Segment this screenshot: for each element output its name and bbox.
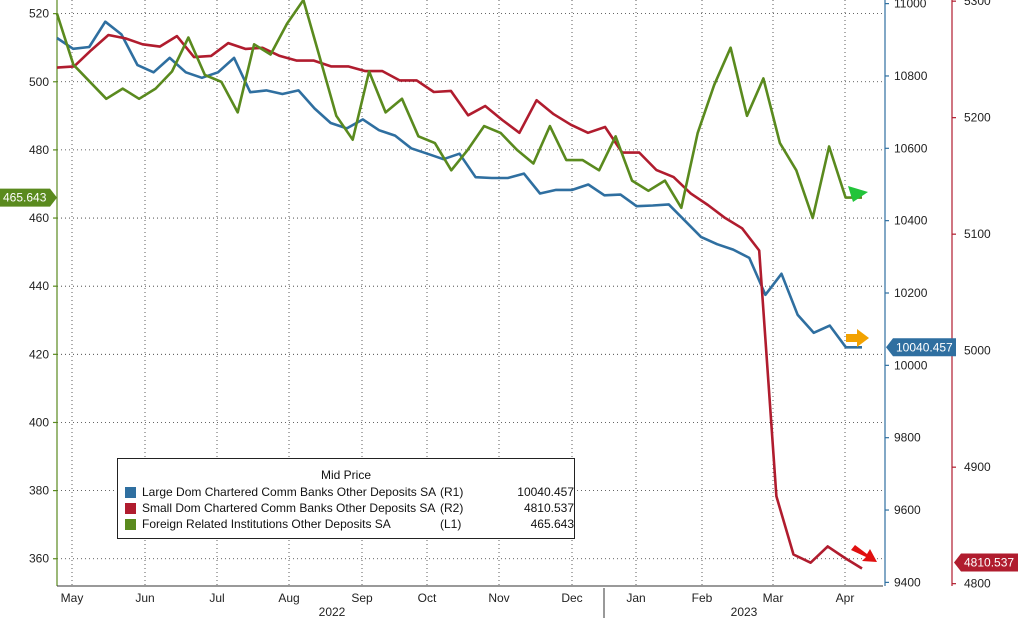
r1-tick-label: 10000 (894, 358, 928, 372)
legend-swatch-large-banks (125, 486, 136, 498)
x-tick-label: Jan (626, 591, 645, 605)
legend-title: Mid Price (320, 468, 371, 482)
legend-swatch-small-banks (125, 502, 136, 514)
x-tick-label: Jun (135, 591, 154, 605)
trend-arrow-small-banks (851, 545, 877, 562)
x-tick-label: Sep (351, 591, 373, 605)
x-tick-label: Feb (692, 591, 713, 605)
last-value-tag-l1: 465.643 (3, 191, 47, 205)
r2-tick-label: 4900 (964, 460, 991, 474)
r1-tick-label: 10800 (894, 69, 928, 83)
r1-tick-label: 10600 (894, 141, 928, 155)
l1-tick-label: 440 (29, 279, 49, 293)
series-line-r2 (56, 33, 863, 570)
r1-tick-label: 9400 (894, 575, 921, 589)
l1-tick-label: 500 (29, 75, 49, 89)
r1-tick-label: 9800 (894, 431, 921, 445)
legend-name-foreign-institutions: Foreign Related Institutions Other Depos… (142, 517, 391, 531)
series-line-l1 (55, 0, 862, 220)
x-tick-label: May (61, 591, 84, 605)
x-tick-label: Nov (488, 591, 509, 605)
series-line-r1 (56, 20, 862, 349)
legend-entry-large-banks: Large Dom Chartered Comm Banks Other Dep… (118, 484, 574, 500)
legend-axis-small-banks: (R2) (440, 501, 464, 515)
l1-tick-label: 460 (29, 211, 49, 225)
x-tick-label: Mar (763, 591, 784, 605)
last-value-tag-l1-bg (0, 188, 57, 207)
l1-tick-label: 520 (29, 7, 49, 21)
r2-tick-label: 5000 (964, 344, 991, 358)
legend-axis-foreign-institutions: (L1) (440, 517, 462, 531)
l1-tick-label: 360 (29, 552, 49, 566)
legend-entry-foreign-institutions: Foreign Related Institutions Other Depos… (118, 516, 574, 532)
legend-axis-large-banks: (R1) (440, 485, 464, 499)
legend-value-foreign-institutions: 465.643 (530, 517, 574, 531)
r1-tick-label: 10200 (894, 286, 928, 300)
x-tick-label: Dec (561, 591, 582, 605)
x-tick-label: Aug (278, 591, 299, 605)
x-tick-label: Oct (418, 591, 437, 605)
legend-value-small-banks: 4810.537 (523, 501, 574, 515)
r2-tick-label: 5200 (964, 111, 991, 125)
legend-entry-small-banks: Small Dom Chartered Comm Banks Other Dep… (118, 500, 574, 516)
r1-tick-label: 11000 (894, 0, 927, 11)
r2-tick-label: 5300 (964, 0, 991, 8)
legend-swatch-foreign-institutions (125, 518, 136, 530)
legend: Mid Price Large Dom Chartered Comm Banks… (117, 458, 575, 539)
r2-tick-label: 4800 (964, 577, 991, 591)
r2-tick-label: 5100 (964, 227, 991, 241)
legend-value-large-banks: 10040.457 (517, 485, 574, 499)
l1-tick-label: 380 (29, 484, 49, 498)
trend-arrow-large-banks (846, 329, 869, 347)
x-tick-label: Jul (209, 591, 224, 605)
last-value-tag-r1-bg (886, 338, 956, 357)
x-tick-label: Apr (836, 591, 855, 605)
r1-tick-label: 9600 (894, 503, 921, 517)
last-value-tag-r2: 4810.537 (964, 556, 1014, 570)
l1-tick-label: 400 (29, 415, 49, 429)
legend-name-large-banks: Large Dom Chartered Comm Banks Other Dep… (142, 485, 437, 499)
last-value-tag-r1: 10040.457 (896, 340, 953, 354)
trend-arrow-foreign-institutions (848, 186, 868, 202)
year-label-2022: 2022 (319, 605, 346, 619)
legend-name-small-banks: Small Dom Chartered Comm Banks Other Dep… (142, 501, 436, 515)
l1-tick-label: 480 (29, 143, 49, 157)
l1-tick-label: 420 (29, 347, 49, 361)
last-value-tag-r2-bg (954, 553, 1018, 572)
r1-tick-label: 10400 (894, 214, 928, 228)
year-label-2023: 2023 (731, 605, 758, 619)
